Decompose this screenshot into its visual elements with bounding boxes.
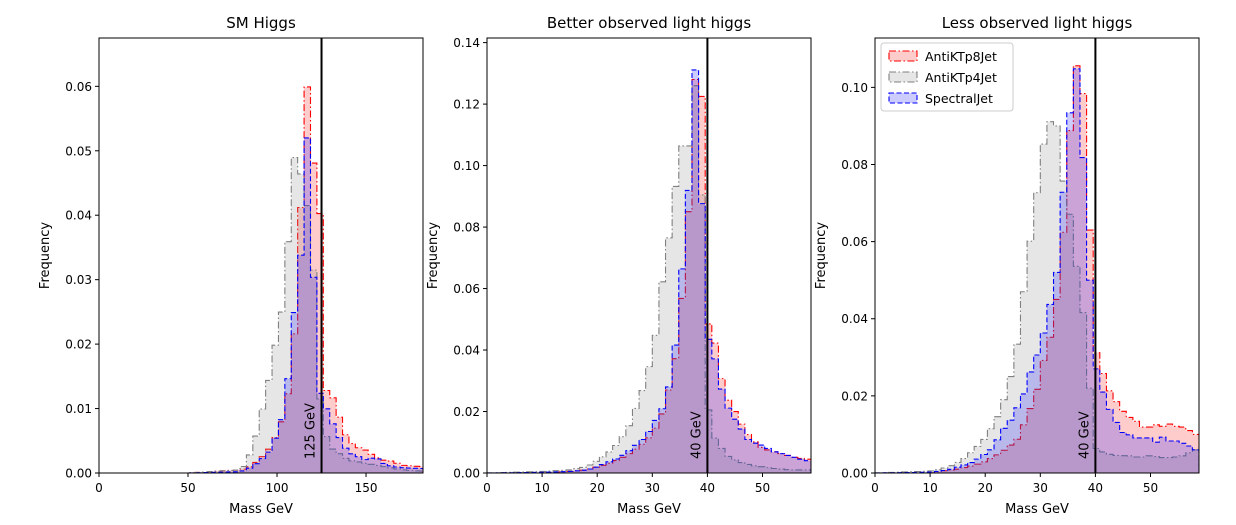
x-tick-label: 50 <box>180 481 195 495</box>
y-tick-label: 0.01 <box>65 402 92 416</box>
x-tick-label: 0 <box>483 481 491 495</box>
x-tick-label: 50 <box>755 481 770 495</box>
y-tick-label: 0.10 <box>841 81 868 95</box>
legend-label: SpectralJet <box>925 91 993 106</box>
x-tick-label: 30 <box>645 481 660 495</box>
x-tick-label: 40 <box>1088 481 1103 495</box>
y-tick-label: 0.03 <box>65 273 92 287</box>
y-tick-label: 0.05 <box>65 144 92 158</box>
legend-label: AntiKTp4Jet <box>925 70 997 85</box>
x-axis-label: Mass GeV <box>617 502 681 517</box>
x-tick-label: 30 <box>1033 481 1048 495</box>
y-axis-label: Frequency <box>38 222 53 289</box>
y-axis-label: Frequency <box>814 222 829 289</box>
x-tick-label: 20 <box>978 481 993 495</box>
legend-swatch-antiktp4jet <box>888 71 918 83</box>
y-axis-label: Frequency <box>426 222 441 289</box>
chart-title: Less observed light higgs <box>942 14 1133 32</box>
plot-frame <box>98 37 424 474</box>
y-tick-label: 0.12 <box>453 98 480 112</box>
y-tick-label: 0.06 <box>841 235 868 249</box>
histogram-antiktp8jet <box>487 78 811 473</box>
reference-line-label: 40 GeV <box>689 411 704 459</box>
chart-panel-1: 125 GeV 0 50 100 150 0.00 0.01 0.02 0.03 0.04 0.05… <box>38 14 424 517</box>
x-tick-label: 40 <box>700 481 715 495</box>
histogram-antiktp4jet <box>487 85 811 473</box>
histogram-antiktp4jet <box>99 156 423 473</box>
x-tick-label: 0 <box>871 481 879 495</box>
x-tick-label: 100 <box>266 481 289 495</box>
histogram-antiktp4jet <box>875 121 1199 473</box>
histogram-antiktp8jet <box>875 65 1199 473</box>
y-tick-label: 0.04 <box>65 209 92 223</box>
plot-frame <box>874 37 1200 474</box>
legend-label: AntiKTp8Jet <box>925 49 997 64</box>
y-tick-label: 0.08 <box>841 158 868 172</box>
legend-box <box>880 42 1014 112</box>
x-axis-label: Mass GeV <box>1005 502 1069 517</box>
reference-line-label: 125 GeV <box>304 403 319 459</box>
y-tick-label: 0.02 <box>453 405 480 419</box>
chart-title: Better observed light higgs <box>547 14 751 32</box>
x-tick-label: 20 <box>590 481 605 495</box>
y-tick-label: 0.06 <box>65 80 92 94</box>
plot-frame <box>486 37 812 474</box>
y-tick-label: 0.00 <box>65 467 92 481</box>
y-tick-label: 0.04 <box>453 344 480 358</box>
y-tick-label: 0.06 <box>453 282 480 296</box>
legend: AntiKTp8Jet AntiKTp4Jet SpectralJet <box>880 42 1014 112</box>
y-tick-label: 0.00 <box>841 467 868 481</box>
x-tick-label: 50 <box>1143 481 1158 495</box>
y-tick-label: 0.00 <box>453 467 480 481</box>
histogram-spectraljet <box>875 68 1199 473</box>
y-tick-label: 0.08 <box>453 221 480 235</box>
legend-swatch-spectraljet <box>888 92 918 104</box>
y-tick-label: 0.02 <box>65 338 92 352</box>
legend-swatch-antiktp8jet <box>888 50 918 62</box>
y-tick-label: 0.14 <box>453 36 480 50</box>
y-tick-label: 0.04 <box>841 312 868 326</box>
chart-panel-3: 40 GeV 0 10 20 30 40 50 0.00 0.02 0.04 0.06 0.08 0.1… <box>814 14 1200 517</box>
reference-line-label: 40 GeV <box>1077 411 1092 459</box>
x-tick-label: 150 <box>355 481 378 495</box>
chart-title: SM Higgs <box>226 14 296 32</box>
y-tick-label: 0.02 <box>841 389 868 403</box>
x-tick-label: 0 <box>95 481 103 495</box>
histogram-spectraljet <box>487 69 811 473</box>
x-axis-label: Mass GeV <box>229 502 293 517</box>
y-tick-label: 0.10 <box>453 159 480 173</box>
chart-panel-2: 40 GeV 0 10 20 30 40 50 0.00 0.02 0.04 0.06 0.08 0.1… <box>426 14 812 517</box>
x-tick-label: 10 <box>534 481 549 495</box>
x-tick-label: 10 <box>922 481 937 495</box>
